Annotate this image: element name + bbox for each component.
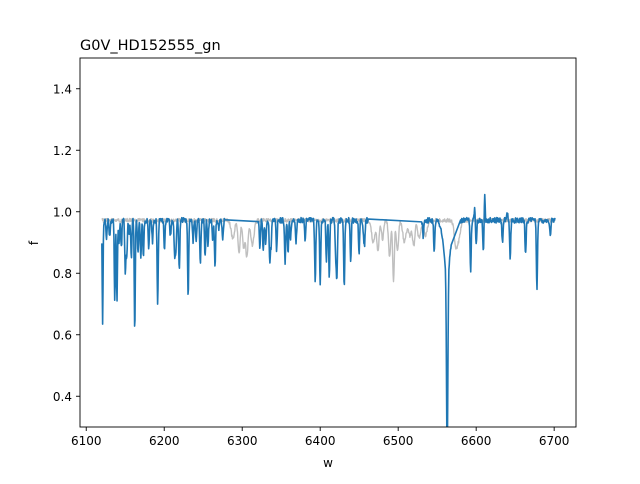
x-tick-label: 6700 bbox=[539, 434, 570, 448]
series-line-2 bbox=[101, 193, 556, 427]
x-axis-label: w bbox=[323, 456, 333, 470]
y-tick-label: 0.6 bbox=[53, 328, 72, 342]
ticks: 6100 6200 6300 6400 6500 6600 6700 0.4 0.6 0.8 1.0… bbox=[53, 82, 570, 448]
axes-frame bbox=[79, 57, 577, 428]
x-tick-label: 6600 bbox=[461, 434, 492, 448]
y-axis-label: f bbox=[27, 240, 41, 245]
y-tick-label: 1.4 bbox=[53, 82, 72, 96]
x-tick-label: 6400 bbox=[305, 434, 336, 448]
y-tick-label: 1.2 bbox=[53, 144, 72, 158]
chart-title: G0V_HD152555_gn bbox=[80, 38, 221, 54]
y-tick-label: 0.8 bbox=[53, 267, 72, 281]
x-tick-label: 6200 bbox=[149, 434, 180, 448]
x-tick-label: 6500 bbox=[383, 434, 414, 448]
plot-area bbox=[101, 193, 556, 427]
y-tick-label: 1.0 bbox=[53, 205, 72, 219]
x-tick-label: 6100 bbox=[71, 434, 102, 448]
x-tick-label: 6300 bbox=[227, 434, 258, 448]
y-tick-label: 0.4 bbox=[53, 390, 72, 404]
